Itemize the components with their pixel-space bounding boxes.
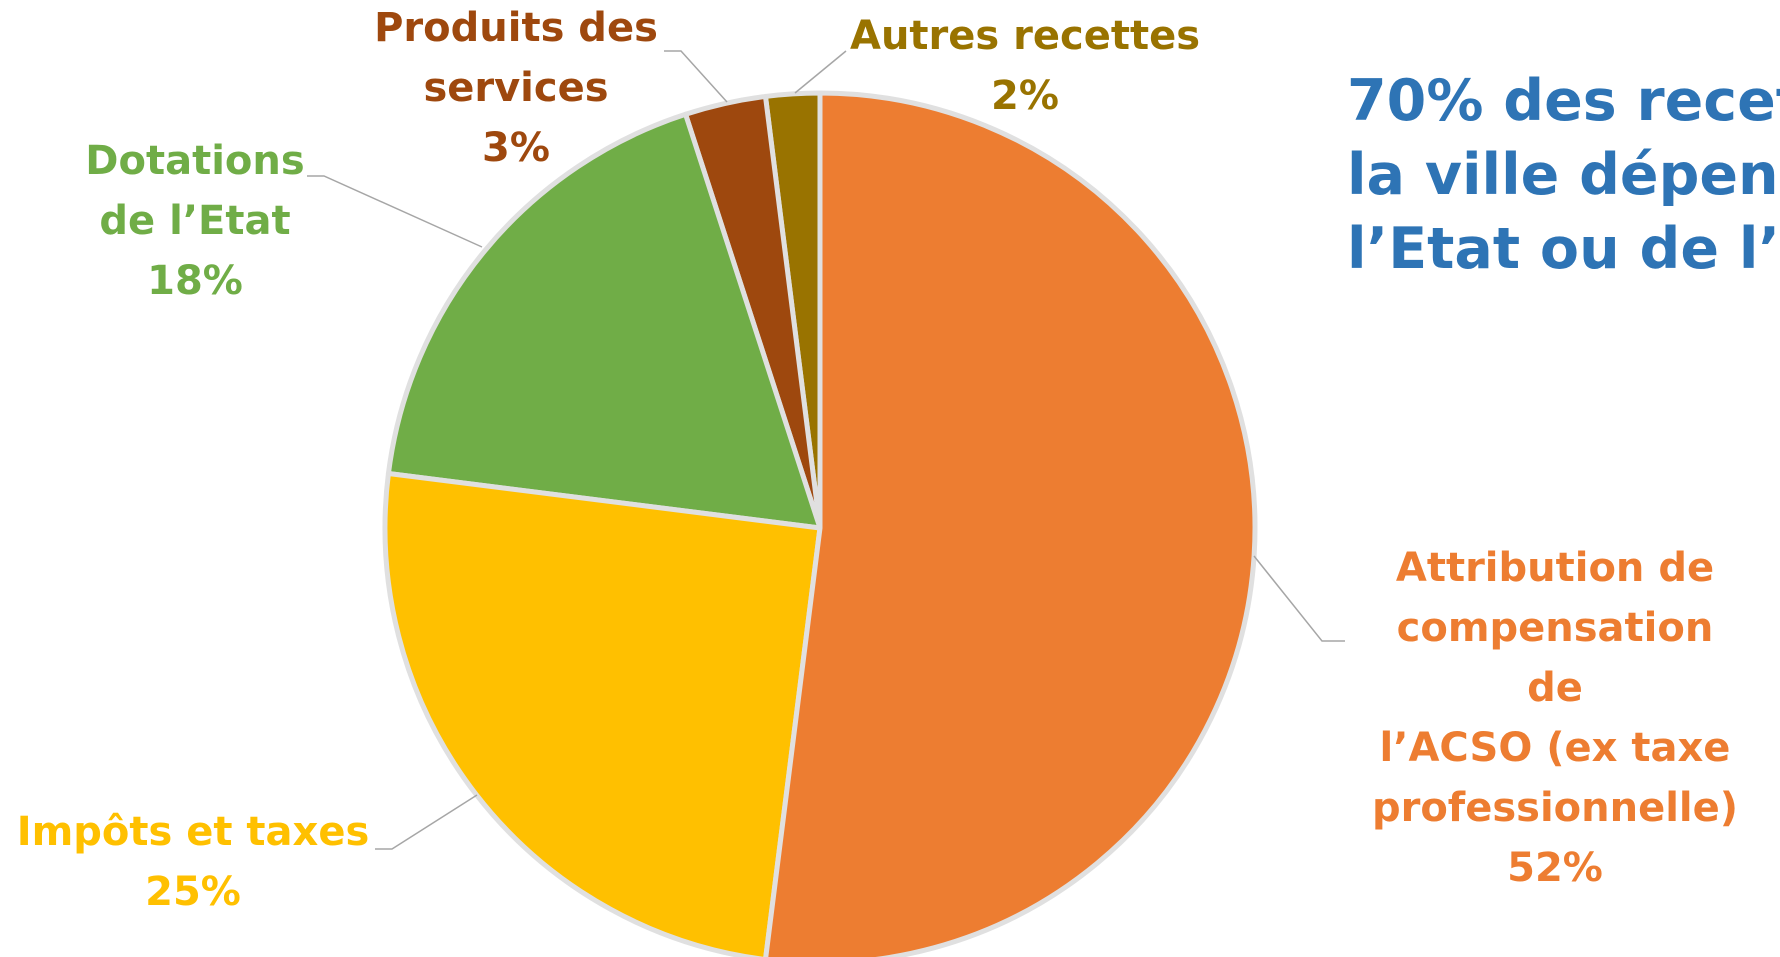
value-label: 52% — [1507, 845, 1603, 891]
value-label: 2% — [991, 73, 1059, 119]
slice-label: Attribution de compensation de l’ACSO (e… — [1372, 538, 1738, 898]
title-line: la ville dépend — [1347, 142, 1780, 208]
title-line: l’Etat ou de l’A — [1347, 216, 1780, 282]
value-label: 18% — [147, 258, 243, 304]
category-label: Dotations de l’Etat — [85, 138, 305, 244]
slice-label: Produits des services 3% — [374, 0, 658, 178]
title: 70% des recet la ville dépend l’Etat ou … — [1347, 64, 1780, 286]
slice-label: Impôts et taxes 25% — [17, 802, 370, 922]
leader-line — [307, 175, 483, 248]
leader-line — [1253, 555, 1345, 642]
leader-line — [794, 50, 847, 94]
category-label: Autres recettes — [849, 13, 1201, 59]
pie-slice — [385, 111, 823, 531]
pie-slice — [382, 470, 823, 957]
category-label: Attribution de compensation de l’ACSO (e… — [1371, 545, 1739, 831]
leader-line — [375, 794, 478, 850]
slice-label: Dotations de l’Etat 18% — [85, 131, 304, 311]
value-label: 25% — [145, 869, 241, 915]
category-label: Produits des services — [374, 5, 658, 111]
leader-line — [664, 50, 728, 103]
slice-label: Autres recettes 2% — [850, 6, 1200, 126]
value-label: 3% — [482, 125, 550, 171]
category-label: Impôts et taxes — [16, 809, 370, 855]
pie-slice — [763, 90, 1258, 957]
title-line: 70% des recet — [1347, 68, 1780, 134]
